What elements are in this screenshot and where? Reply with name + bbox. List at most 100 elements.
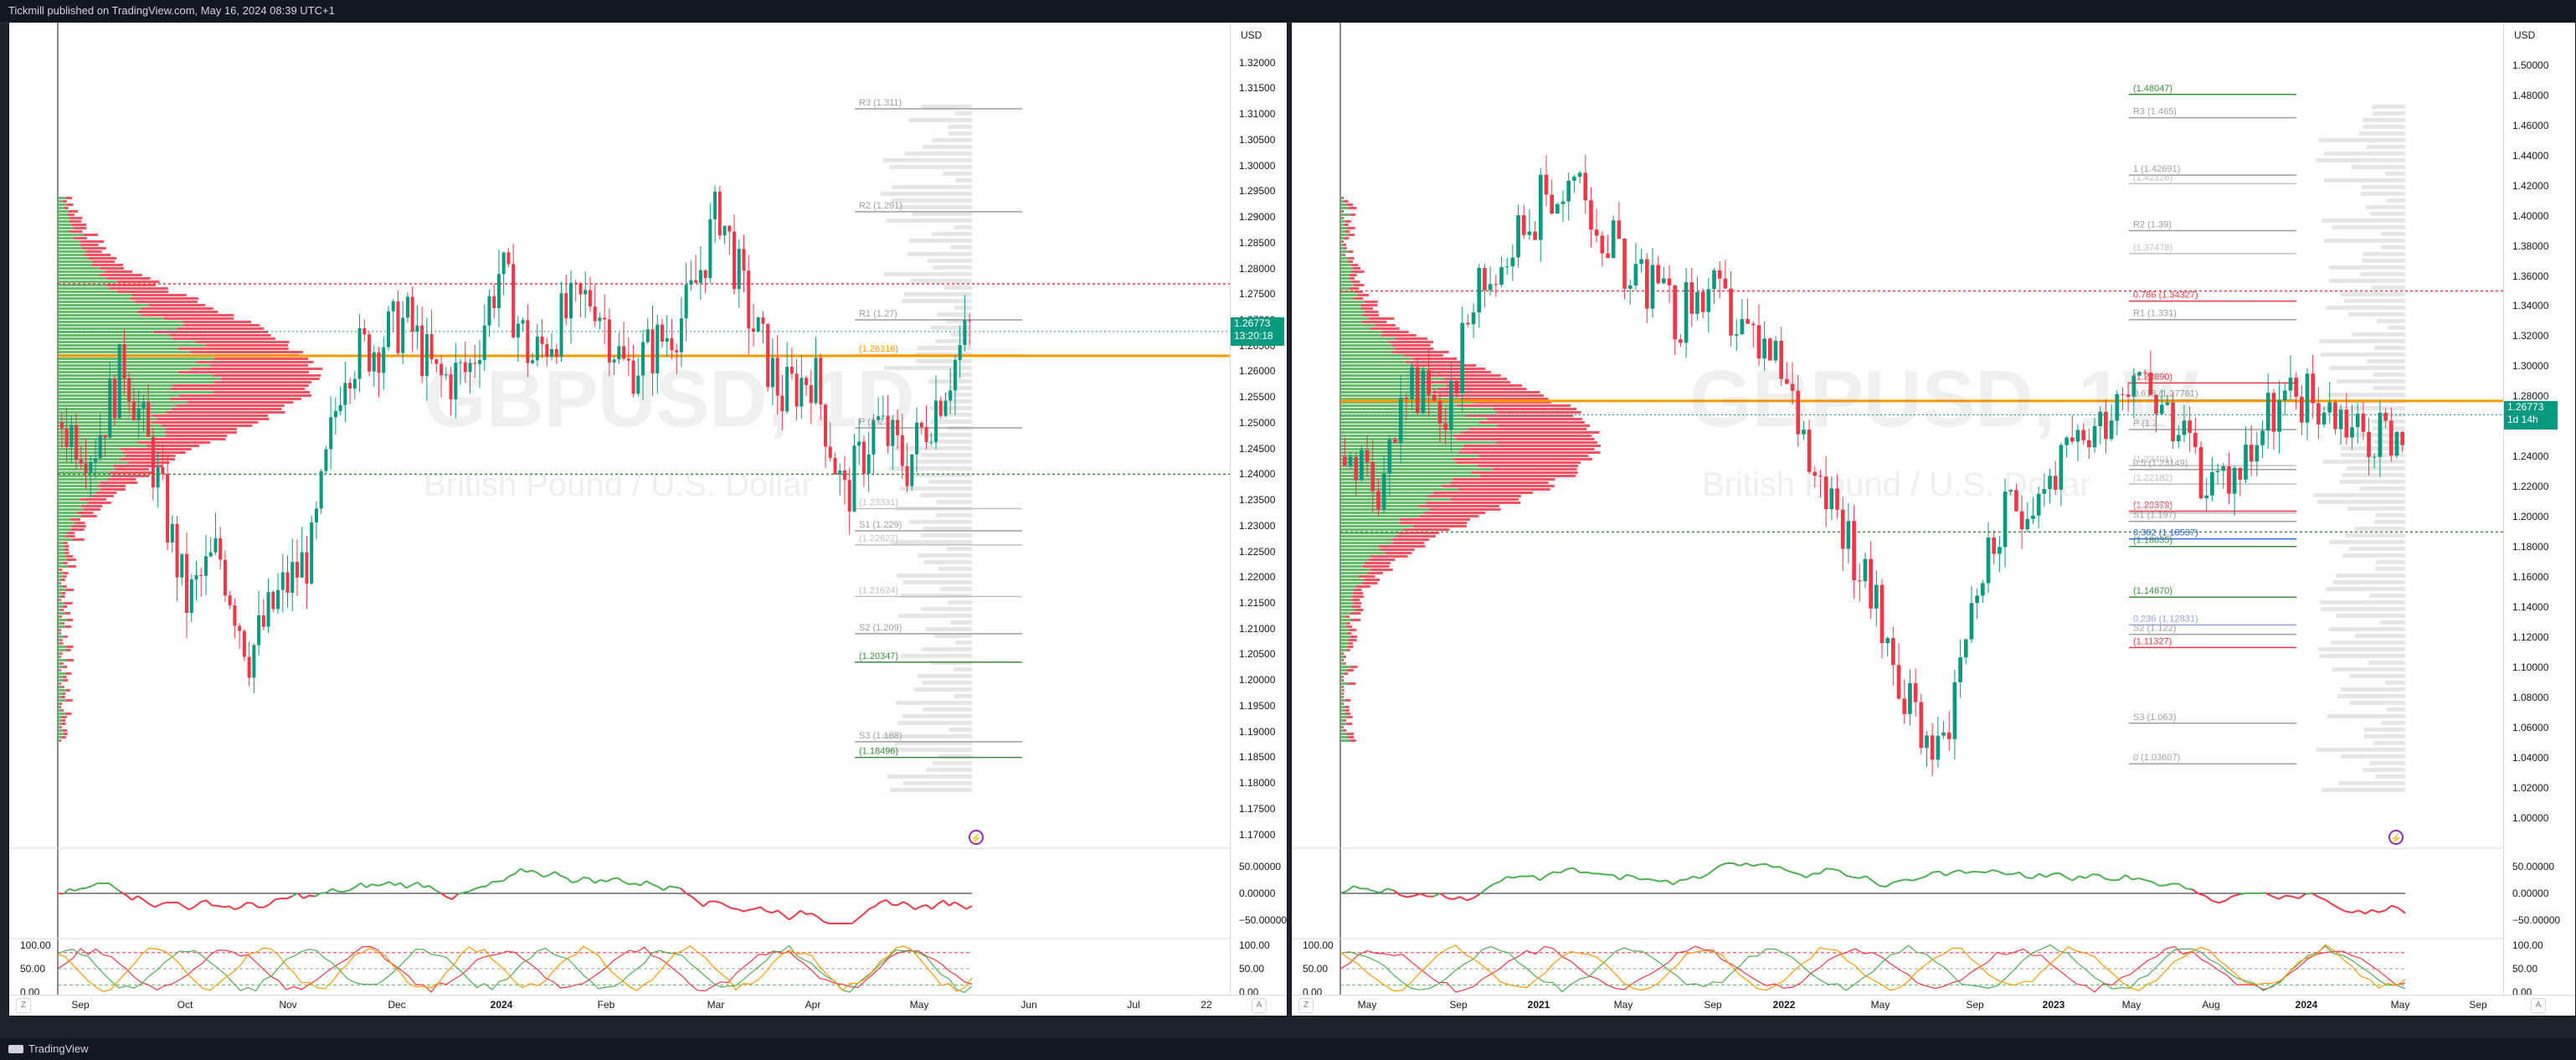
volume-profile-bar-up [58,203,67,206]
oscillator-segment [2106,877,2113,882]
candle-body [219,538,223,560]
candle-body [1998,547,2002,554]
candle-body [1975,595,1979,604]
volume-profile-bar-down [75,522,85,524]
time-axis-daily[interactable]: Z A Sep Oct Nov Dec 2024 Feb Mar Apr May Jun Jul 22 [9,995,1287,1016]
volume-profile-bar-down [1342,692,1344,695]
oscillator-segment [623,881,630,886]
volume-profile-bar-down [64,635,68,638]
oscillator-segment [1899,878,1906,882]
oscillator-segment [1559,868,1567,874]
candle-body [1700,291,1705,312]
candle-body [386,311,390,347]
session-volume-bar [933,634,972,638]
lightning-icon[interactable]: ⚡ [2388,830,2404,845]
chart-pane-daily[interactable]: R3 (1.311) R2 (1.291) R1 (1.27) (1.26316) P … [8,22,1288,1016]
time-axis-weekly[interactable]: Z A May Sep 2021 May Sep 2022 May Sep 2023 May Aug… [1292,995,2575,1016]
volume-profile-bar-up [58,716,62,718]
session-volume-bar [923,560,972,564]
volume-profile-bar-down [71,525,86,527]
level-label: S3 (1.063) [2133,713,2176,723]
volume-profile-bar-up [1340,394,1438,397]
candle-body [2367,431,2371,457]
session-volume-bar [2342,433,2405,437]
candle-body [1494,284,1499,286]
price-axis-tick: 1.32000 [2512,330,2549,342]
volume-profile-bar-up [58,317,164,320]
level-label: (1.14670) [2133,586,2172,596]
zoom-button[interactable]: Z [1298,998,1314,1013]
level-label: (1.22627) [859,534,898,544]
chart-pane-weekly[interactable]: (1.48047) R3 (1.465) 1 (1.42691) (1.42126) R… [1291,22,2576,1016]
volume-profile-bar-up [1340,548,1381,551]
oscillator-segment [629,882,635,886]
oscillator-segment [680,888,687,894]
candle-body [1936,735,1941,760]
oscillator-segment [702,900,710,908]
session-volume-bar [2363,768,2405,772]
session-volume-bar [949,131,972,136]
volume-profile-bar-down [196,341,290,343]
volume-profile-bar-down [1348,646,1354,648]
candle-body [1823,476,1828,510]
lightning-icon[interactable]: ⚡ [969,830,984,845]
session-volume-bar [2376,560,2405,564]
candle-body [650,329,655,373]
oscillator-segment [1779,866,1787,872]
tradingview-logo[interactable]: TradingView [8,1038,89,1060]
auto-scale-button[interactable]: A [2531,998,2546,1013]
oscillator-segment [1746,862,1754,867]
candle-body [1981,583,1985,596]
price-axis-weekly[interactable]: USD 1.50000 1.48000 1.46000 1.44000 1.42000 1… [1303,23,2560,1016]
volume-profile-bar-up [1340,455,1479,457]
volume-profile-bar-down [60,652,63,655]
oscillator-segment [1413,893,1421,897]
oscillator-segment [1853,876,1860,879]
oscillator-segment [383,881,390,886]
volume-profile-bar-up [1340,361,1406,363]
candle-body [1466,322,1470,325]
volume-profile-bar-up [58,200,63,203]
level-label: R2 (1.39) [2133,220,2172,230]
volume-profile-bar-up [58,508,85,511]
volume-profile-bar-down [116,291,169,293]
candle-body [1729,288,1733,336]
session-volume-bar [2375,513,2405,517]
candle-body [607,319,611,363]
candle-body [1499,267,1504,286]
candle-body [1516,215,1520,258]
volume-profile-bar-down [1427,495,1521,497]
price-axis-daily[interactable]: USD 1.32000 1.31500 1.31000 1.30500 1.30000 1… [20,23,1287,1016]
price-plot-daily[interactable]: R3 (1.311)R2 (1.291)R1 (1.27)(1.26316)P … [9,23,1240,1016]
price-axis-tick: 1.19000 [1239,725,1276,738]
zoom-button[interactable]: Z [16,998,31,1013]
candle-body [861,441,866,474]
volume-profile-bar-down [205,344,288,347]
volume-profile-bar-down [71,224,87,226]
volume-profile-bar-up [1340,428,1469,430]
volume-profile-bar-down [132,294,187,296]
auto-scale-button[interactable]: A [1252,998,1267,1013]
oscillator-segment [526,869,532,873]
volume-profile-bar-down [165,428,238,430]
oscillator-segment [177,901,184,908]
price-plot-weekly[interactable]: (1.48047)R3 (1.465)1 (1.42691)(1.42126)R… [1292,23,2522,1016]
volume-profile-bar-down [59,632,61,635]
volume-profile-bar-up [1340,368,1430,370]
volume-profile-bar-down [1478,455,1589,457]
volume-profile-bar-up [1340,294,1359,296]
volume-profile-bar-down [1468,428,1587,430]
level-label: 0.5 (1.23149) [2133,459,2188,469]
oscillator-segment [154,903,162,908]
candle-body [1667,278,1672,286]
volume-profile-bar-up [58,666,64,668]
candle-body [2400,431,2404,445]
volume-profile-bar-up [1340,579,1365,581]
candle-body [617,346,621,360]
oscillator-segment [732,907,738,910]
oscillator-segment [2065,876,2073,882]
volume-profile-bar-down [1428,371,1491,373]
volume-profile-bar-up [1340,515,1420,517]
candle-body [454,363,458,399]
session-volume-bar [2324,152,2405,156]
